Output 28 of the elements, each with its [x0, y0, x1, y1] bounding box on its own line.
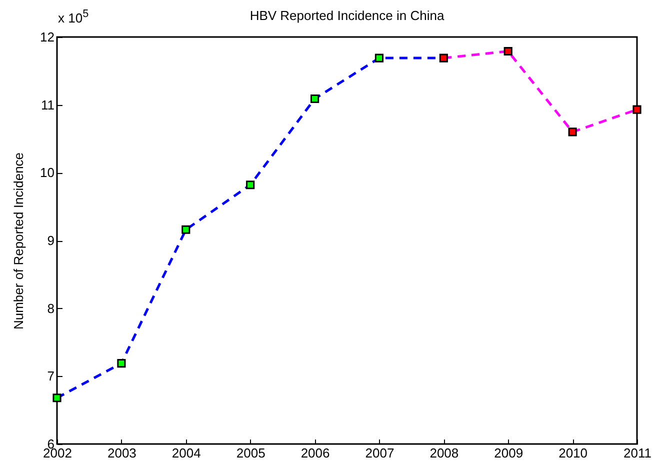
y-tick-label: 10 [40, 165, 54, 180]
point [117, 358, 126, 368]
x-tick-label: 2007 [365, 446, 394, 460]
chart-title: HBV Reported Incidence in China [250, 8, 445, 23]
y-axis-title: Number of Reported Incidence [11, 152, 26, 330]
point [310, 94, 320, 104]
point [52, 394, 62, 402]
x-tick-label: 2010 [558, 446, 588, 460]
y-tick-label: 11 [41, 97, 54, 112]
y-tick-label: 12 [40, 30, 54, 44]
x-tick-label: 2005 [236, 446, 266, 460]
point [504, 46, 512, 56]
x-tick-label: 2003 [107, 446, 136, 460]
point [246, 180, 255, 190]
point [374, 54, 384, 62]
x-tick-label: 2008 [430, 446, 459, 460]
point [632, 105, 642, 114]
x-tick-label: 2011 [624, 446, 652, 460]
y-tick-label: 8 [47, 300, 54, 316]
point [568, 128, 577, 136]
point [182, 225, 190, 234]
x-tick-label: 2006 [300, 446, 330, 460]
x-tick-label: 2004 [172, 446, 201, 460]
point [439, 54, 448, 62]
x-tick-label: 2009 [494, 446, 524, 460]
y-tick-label: 9 [47, 233, 54, 248]
text: x 10$^{5}$ [58, 8, 89, 26]
y-tick-label: 7 [47, 368, 54, 384]
